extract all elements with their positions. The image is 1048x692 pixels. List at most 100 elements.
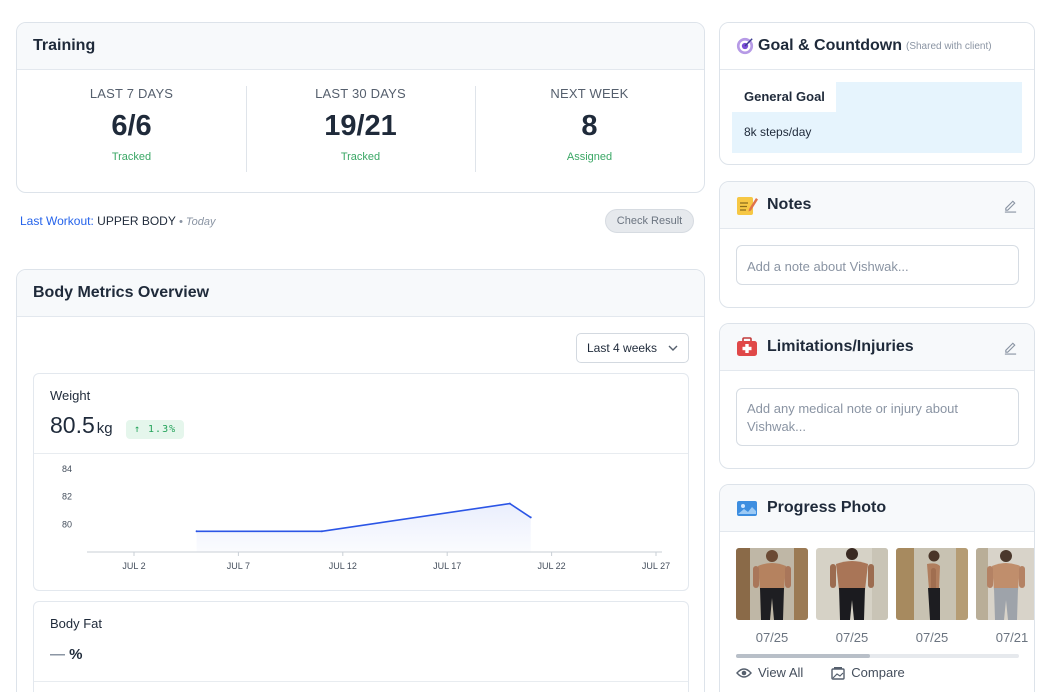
compare-button[interactable]: Compare xyxy=(831,665,905,680)
goal-card: Goal & Countdown (Shared with client) Ge… xyxy=(719,22,1035,165)
body-metrics-card: Body Metrics Overview Last 4 weeks Weigh… xyxy=(16,269,705,692)
bodyfat-value: — xyxy=(50,646,65,663)
limitations-title: Limitations/Injuries xyxy=(767,338,914,355)
first-aid-kit-icon xyxy=(737,337,757,356)
divider xyxy=(34,681,688,682)
goal-title: Goal & Countdown xyxy=(758,37,902,54)
range-select[interactable]: Last 4 weeks xyxy=(576,333,689,363)
data-point xyxy=(320,530,323,533)
data-point xyxy=(529,516,532,519)
last-workout-label: Last Workout: xyxy=(20,214,94,228)
scrollbar-thumb[interactable] xyxy=(736,654,870,658)
weight-unit: kg xyxy=(96,420,113,437)
goal-header: Goal & Countdown (Shared with client) xyxy=(720,23,1034,70)
stat-next-week: NEXT WEEK 8 Assigned xyxy=(475,86,704,192)
weight-change-badge: ↑ 1.3% xyxy=(126,420,185,439)
goal-label-box xyxy=(732,82,840,112)
eye-icon xyxy=(736,667,752,678)
last-workout-value: UPPER BODY xyxy=(97,214,176,228)
progress-photo-card: Progress Photo xyxy=(719,484,1035,692)
range-select-value: Last 4 weeks xyxy=(587,341,658,355)
photo-image xyxy=(816,548,888,620)
weight-value: 80.5 xyxy=(50,412,95,438)
x-tick-label: JUL 12 xyxy=(329,561,357,571)
stat-sub: Tracked xyxy=(340,151,381,163)
last-workout-day: • Today xyxy=(178,216,216,228)
goal-label: General Goal xyxy=(744,89,825,104)
notes-title: Notes xyxy=(767,196,812,213)
progress-photo-side[interactable] xyxy=(896,548,968,620)
compare-label: Compare xyxy=(851,665,905,680)
progress-photo-front[interactable] xyxy=(736,548,808,620)
photo-date: 07/25 xyxy=(915,630,949,645)
stat-label: LAST 30 DAYS xyxy=(315,86,406,101)
goal-value: 8k steps/day xyxy=(744,125,812,139)
x-tick-label: JUL 7 xyxy=(227,561,250,571)
progress-title: Progress Photo xyxy=(767,499,887,516)
photo-dates: 07/25 07/25 07/25 07/21 xyxy=(736,630,1034,645)
x-tick-label: JUL 17 xyxy=(433,561,461,571)
bodyfat-unit: % xyxy=(69,646,83,663)
goal-box: General Goal 8k steps/day xyxy=(732,82,1022,153)
photo-strip xyxy=(736,548,1034,620)
training-title: Training xyxy=(17,23,704,70)
stat-value: 6/6 xyxy=(111,110,152,142)
progress-photo-back[interactable] xyxy=(816,548,888,620)
photo-date: 07/25 xyxy=(755,630,789,645)
stat-value: 19/21 xyxy=(324,110,397,142)
view-all-label: View All xyxy=(758,665,804,680)
data-point xyxy=(195,530,198,533)
photo-image xyxy=(976,548,1034,620)
edit-icon[interactable] xyxy=(1003,340,1018,355)
y-tick-label: 80 xyxy=(62,519,72,529)
edit-icon[interactable] xyxy=(1003,198,1018,213)
photo-image xyxy=(896,548,968,620)
memo-icon xyxy=(737,197,758,215)
bodyfat-title: Body Fat xyxy=(50,616,103,631)
series-area xyxy=(196,503,531,552)
body-metrics-title: Body Metrics Overview xyxy=(17,270,704,317)
series-line xyxy=(196,502,532,533)
notes-header: Notes xyxy=(720,182,1034,229)
training-stats: LAST 7 DAYS 6/6 Tracked LAST 30 DAYS 19/… xyxy=(17,70,704,192)
chevron-down-icon xyxy=(668,345,678,351)
stat-sub: Tracked xyxy=(111,151,152,163)
data-point xyxy=(508,502,511,505)
limitations-card: Limitations/Injuries Add any medical not… xyxy=(719,323,1035,469)
photo-date: 07/21 xyxy=(995,630,1029,645)
stat-label: LAST 7 DAYS xyxy=(89,86,174,101)
last-workout: Last Workout: UPPER BODY • Today xyxy=(20,214,215,228)
progress-header: Progress Photo xyxy=(720,485,1034,532)
weight-panel: Weight 80.5 kg ↑ 1.3% 84 82 80 JUL 2 JUL 7 JU… xyxy=(33,373,689,591)
weight-value-row: 80.5 kg xyxy=(50,412,113,439)
x-tick-label: JUL 27 xyxy=(642,561,670,571)
training-card: Training LAST 7 DAYS 6/6 Tracked LAST 30… xyxy=(16,22,705,193)
photo-scrollbar[interactable] xyxy=(736,654,1019,658)
goal-shared-note: (Shared with client) xyxy=(905,40,992,52)
x-tick-label: JUL 22 xyxy=(538,561,566,571)
weight-chart: 84 82 80 JUL 2 JUL 7 JUL 12 JUL 17 JUL 22 JUL 2… xyxy=(62,464,670,571)
target-icon xyxy=(736,37,754,55)
bodyfat-panel: Body Fat — % xyxy=(33,601,689,692)
divider xyxy=(34,453,688,454)
notes-card: Notes Add a note about Vishwak... xyxy=(719,181,1035,308)
photo-date: 07/25 xyxy=(835,630,869,645)
image-compare-icon xyxy=(831,666,845,680)
stat-last-7-days: LAST 7 DAYS 6/6 Tracked xyxy=(17,86,246,192)
photo-actions: View All Compare xyxy=(736,665,905,680)
stat-value: 8 xyxy=(581,110,598,142)
stat-last-30-days: LAST 30 DAYS 19/21 Tracked xyxy=(246,86,475,192)
weight-title: Weight xyxy=(50,388,91,403)
check-result-button[interactable]: Check Result xyxy=(605,209,694,233)
progress-photo-front-2[interactable] xyxy=(976,548,1034,620)
limitations-input[interactable]: Add any medical note or injury about Vis… xyxy=(736,388,1019,446)
bodyfat-value-row: — % xyxy=(50,646,83,663)
view-all-button[interactable]: View All xyxy=(736,665,803,680)
photo-image xyxy=(736,548,808,620)
photo-icon xyxy=(737,501,757,516)
y-tick-label: 84 xyxy=(62,464,72,474)
stat-label: NEXT WEEK xyxy=(550,86,629,101)
notes-input[interactable]: Add a note about Vishwak... xyxy=(736,245,1019,285)
x-tick-label: JUL 2 xyxy=(122,561,145,571)
stat-sub: Assigned xyxy=(566,151,613,163)
